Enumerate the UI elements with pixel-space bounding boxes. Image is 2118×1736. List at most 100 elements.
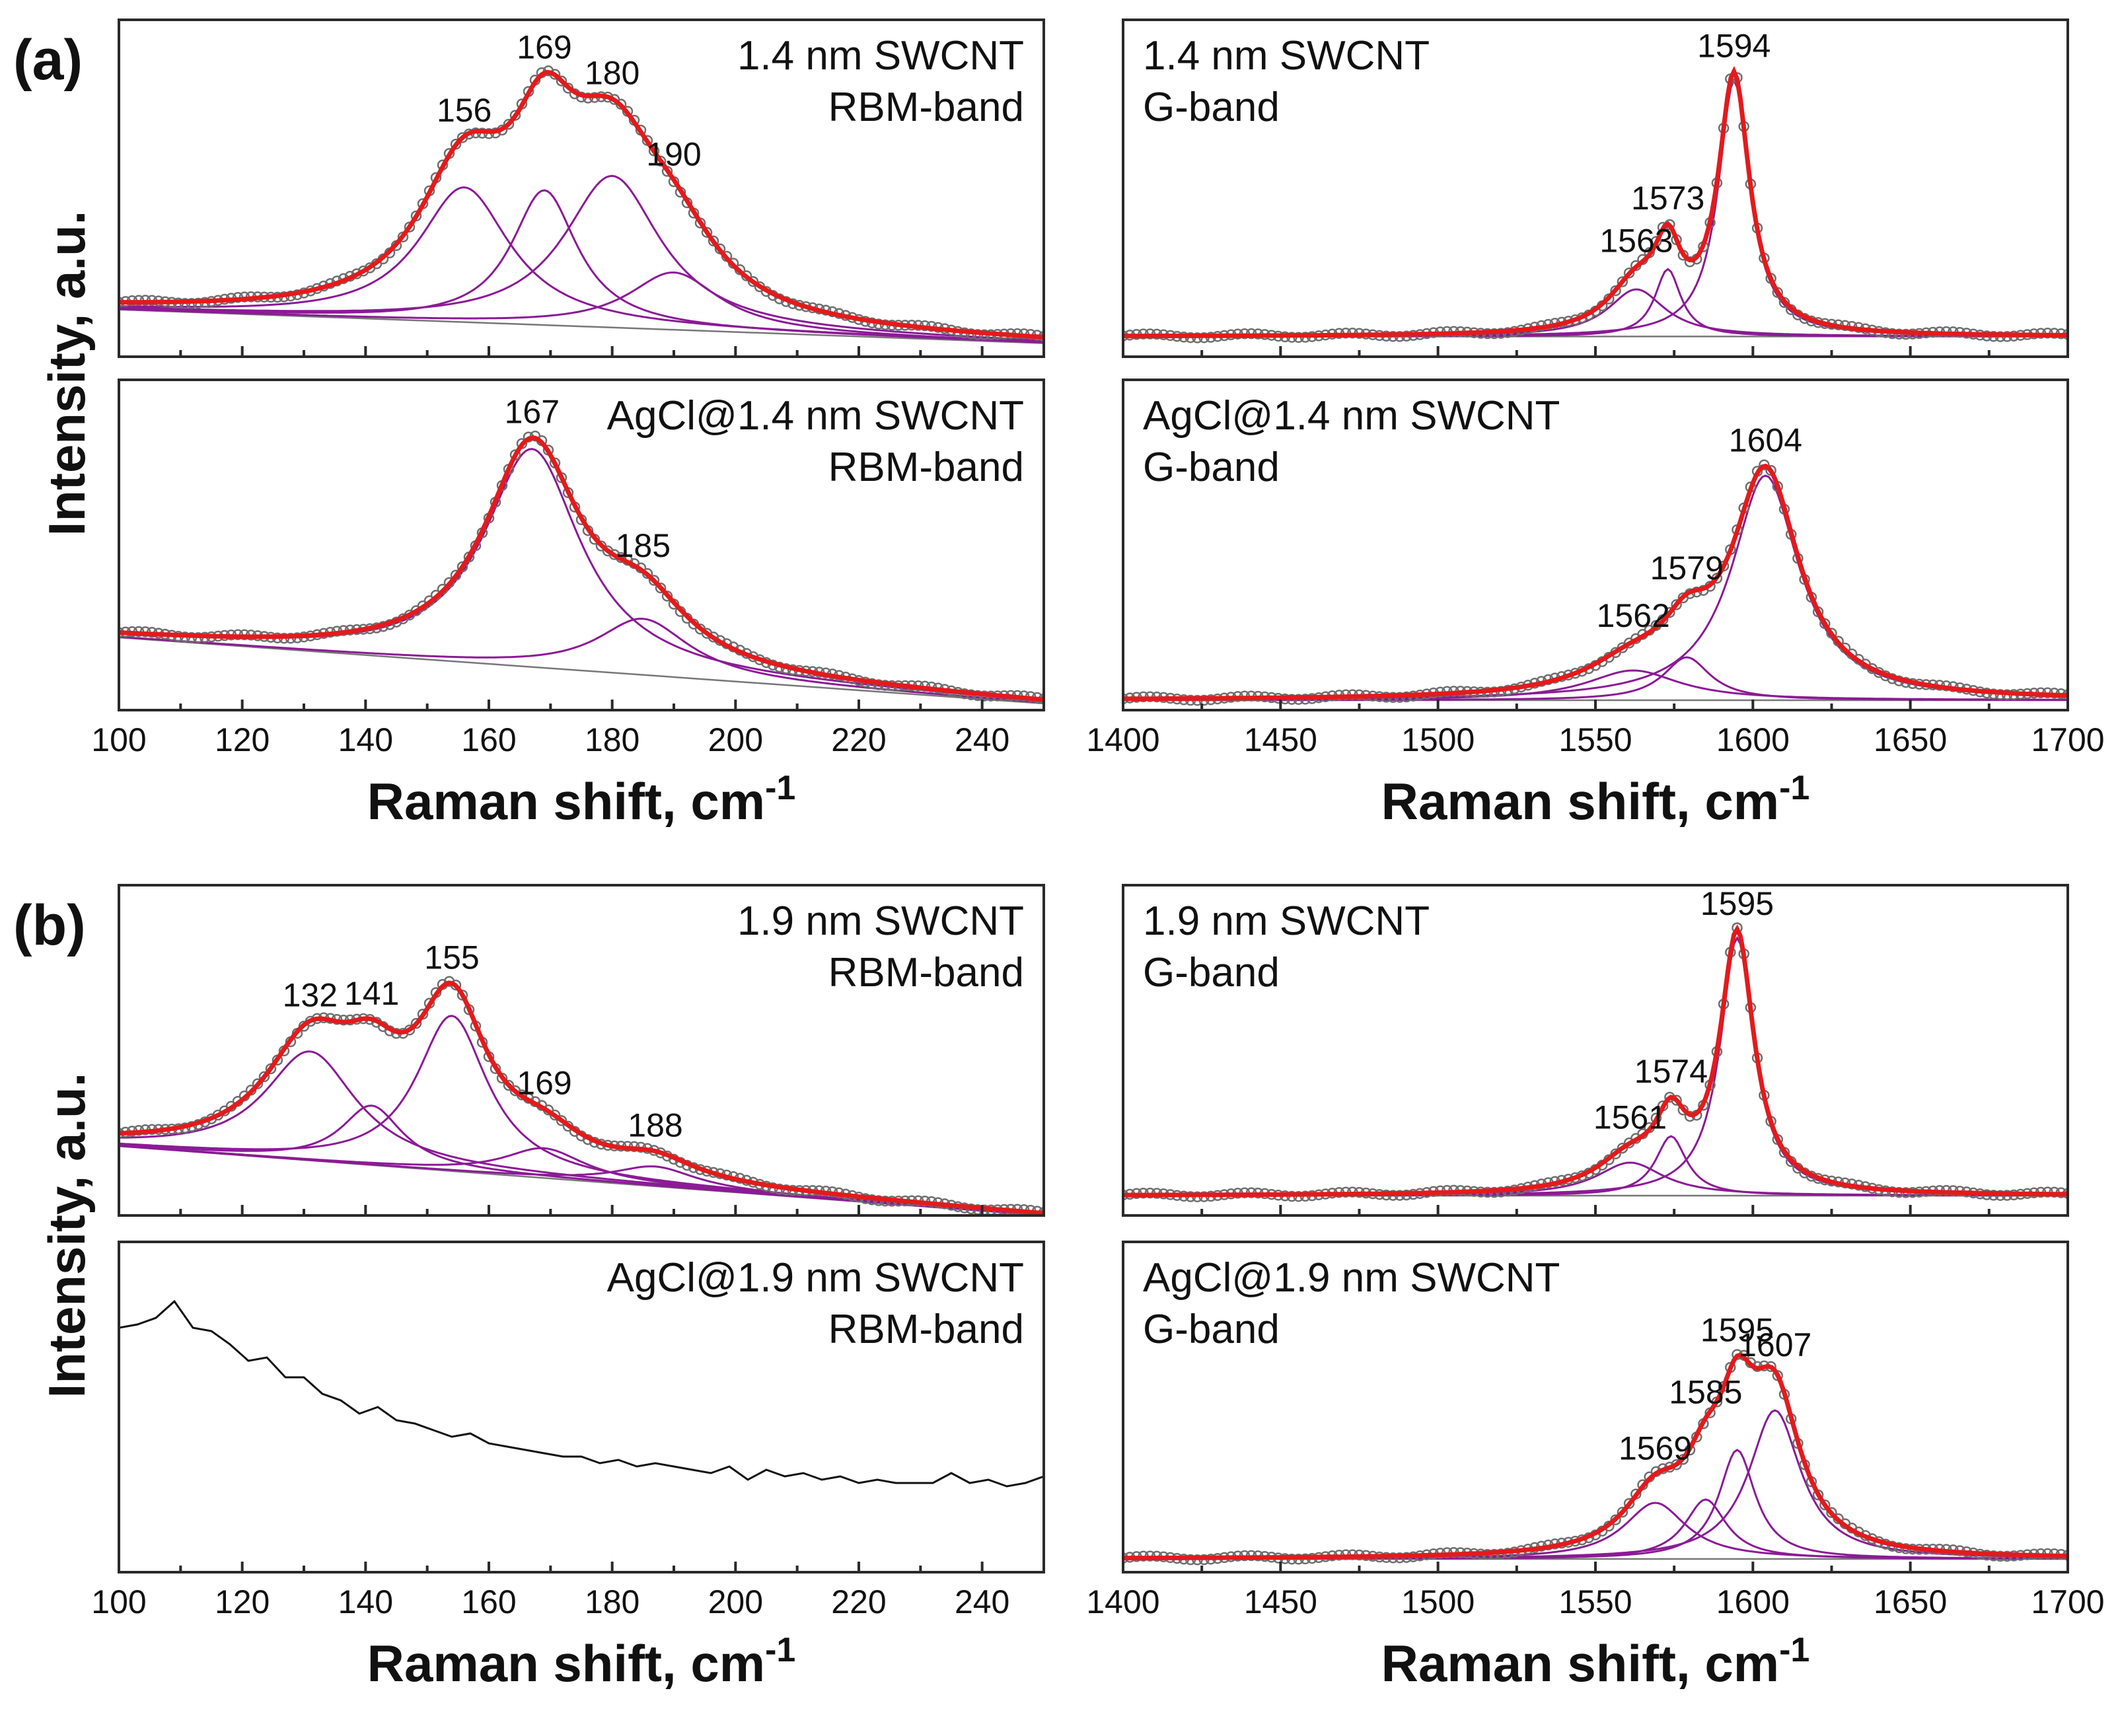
component-peak-156 <box>119 186 1044 344</box>
band-name: RBM-band <box>828 1307 1024 1352</box>
x-axis-label: Raman shift, cm-1 <box>367 1631 796 1692</box>
peak-label-185: 185 <box>616 527 671 564</box>
plot-area <box>1123 459 2068 706</box>
x-tick-label: 160 <box>461 721 516 758</box>
data-point <box>503 1079 515 1091</box>
band-name: RBM-band <box>828 85 1024 130</box>
data-point <box>1657 614 1669 626</box>
subplot-b-rbm-top: 132 141 155 169 188 1.9 nm SWCNT RBM-band <box>118 884 1045 1217</box>
peak-label-1585: 1585 <box>1669 1374 1742 1411</box>
peak-label-1574: 1574 <box>1634 1053 1708 1090</box>
subplot-b-rbm-bottom: 100 120 140 160 180 200 220 240 Raman shift, cm-… <box>91 1241 1045 1692</box>
peak-label-1561: 1561 <box>1593 1099 1667 1136</box>
cumulative-fit-line <box>119 435 1044 702</box>
data-point <box>1759 459 1770 471</box>
component-peak-180 <box>119 174 1044 342</box>
data-point <box>456 561 468 573</box>
x-tick-label: 200 <box>708 1583 763 1620</box>
x-tick-label: 1400 <box>1086 721 1159 758</box>
component-peak-155 <box>119 1015 1044 1215</box>
peak-label-141: 141 <box>344 975 399 1012</box>
data-point <box>503 118 515 130</box>
x-tick-label: 1650 <box>1874 721 1947 758</box>
band-name: G-band <box>1143 1307 1280 1352</box>
band-name: G-band <box>1143 445 1280 490</box>
panel-label-a: (a) <box>13 28 83 92</box>
data-point <box>661 591 673 602</box>
y-axis-label-a: Intensity, a.u. <box>38 211 96 536</box>
data-point <box>265 1063 277 1075</box>
peak-label-156: 156 <box>437 92 492 129</box>
data-point <box>701 227 713 238</box>
plot-frame <box>1122 1241 2069 1573</box>
peak-label-1573: 1573 <box>1631 180 1704 217</box>
sample-name: AgCl@1.4 nm SWCNT <box>1143 393 1560 439</box>
cumulative-fit-line <box>119 69 1044 340</box>
data-point <box>1623 267 1635 279</box>
peak-label-1604: 1604 <box>1729 422 1802 459</box>
data-point <box>1664 606 1675 618</box>
data-point <box>1819 1499 1831 1511</box>
x-axis-label: Raman shift, cm-1 <box>367 769 796 830</box>
x-tick-label: 1500 <box>1401 1583 1475 1620</box>
x-tick-label: 100 <box>91 1583 146 1620</box>
x-tick-label: 200 <box>708 721 763 758</box>
peak-label-167: 167 <box>505 394 560 431</box>
raw-spectrum-line <box>119 1299 1044 1488</box>
sample-name: AgCl@1.4 nm SWCNT <box>607 393 1024 439</box>
data-point <box>655 582 667 594</box>
x-tick-label: 1400 <box>1086 1583 1159 1620</box>
subplot-b-g-top: 1561 1574 1595 1.9 nm SWCNT G-band <box>1122 884 2069 1217</box>
baseline-line <box>119 308 1044 344</box>
component-peak-1607 <box>1123 1409 2068 1560</box>
panel-label-b: (b) <box>13 894 86 957</box>
data-point <box>1617 1506 1628 1518</box>
peak-label-1595: 1595 <box>1700 1312 1774 1349</box>
x-tick-label: 1600 <box>1716 1583 1790 1620</box>
cumulative-fit-line <box>1123 463 2068 702</box>
subplot-a-g-bottom: 1400 1450 1500 1550 1600 1650 1700 Raman shift,… <box>1086 379 2105 830</box>
x-tick-label: 1500 <box>1401 721 1475 758</box>
data-point <box>410 1018 422 1029</box>
peak-label-1595: 1595 <box>1700 885 1774 922</box>
data-point <box>655 155 667 167</box>
x-tick-label: 1550 <box>1558 721 1632 758</box>
cumulative-fit-line <box>1123 1352 2068 1561</box>
x-tick-label: 120 <box>215 721 270 758</box>
component-peak-169 <box>119 189 1044 344</box>
sample-name: 1.9 nm SWCNT <box>737 898 1024 944</box>
peak-label-1579: 1579 <box>1650 550 1724 587</box>
peak-label-155: 155 <box>424 939 479 976</box>
band-name: RBM-band <box>828 445 1024 490</box>
x-tick-label: 1450 <box>1244 1583 1317 1620</box>
x-tick-label: 1550 <box>1558 1583 1632 1620</box>
cumulative-fit-line <box>1123 924 2068 1198</box>
plot-area <box>119 976 1044 1215</box>
data-point <box>648 575 660 586</box>
x-tick-label: 120 <box>215 1583 270 1620</box>
subplots: 156 169 180 190 1.4 nm SWCNT RBM-band 1563 1573… <box>91 18 2105 1692</box>
plot-area <box>119 1299 1044 1488</box>
x-tick-label: 180 <box>585 721 639 758</box>
x-tick-label: 100 <box>91 721 146 758</box>
peak-label-180: 180 <box>585 55 639 92</box>
plot-area <box>1123 1349 2068 1566</box>
peak-label-1569: 1569 <box>1619 1429 1692 1466</box>
x-tick-label: 140 <box>338 1583 393 1620</box>
subplot-a-rbm-top: 156 169 180 190 1.4 nm SWCNT RBM-band <box>118 18 1045 358</box>
data-point <box>1623 1498 1635 1509</box>
data-point <box>258 1071 270 1083</box>
x-tick-label: 1650 <box>1874 1583 1947 1620</box>
peak-label-169: 169 <box>517 1065 571 1102</box>
x-tick-label: 180 <box>585 1583 639 1620</box>
plot-frame <box>118 884 1045 1217</box>
cumulative-fit-line <box>119 980 1044 1215</box>
sample-name: 1.4 nm SWCNT <box>737 33 1024 79</box>
component-peak-1573 <box>1123 268 2068 338</box>
peak-label-1607: 1607 <box>1738 1326 1811 1363</box>
x-tick-label: 1600 <box>1716 721 1790 758</box>
sample-name: 1.4 nm SWCNT <box>1143 33 1430 79</box>
data-point <box>509 110 521 121</box>
plot-area <box>119 430 1044 705</box>
